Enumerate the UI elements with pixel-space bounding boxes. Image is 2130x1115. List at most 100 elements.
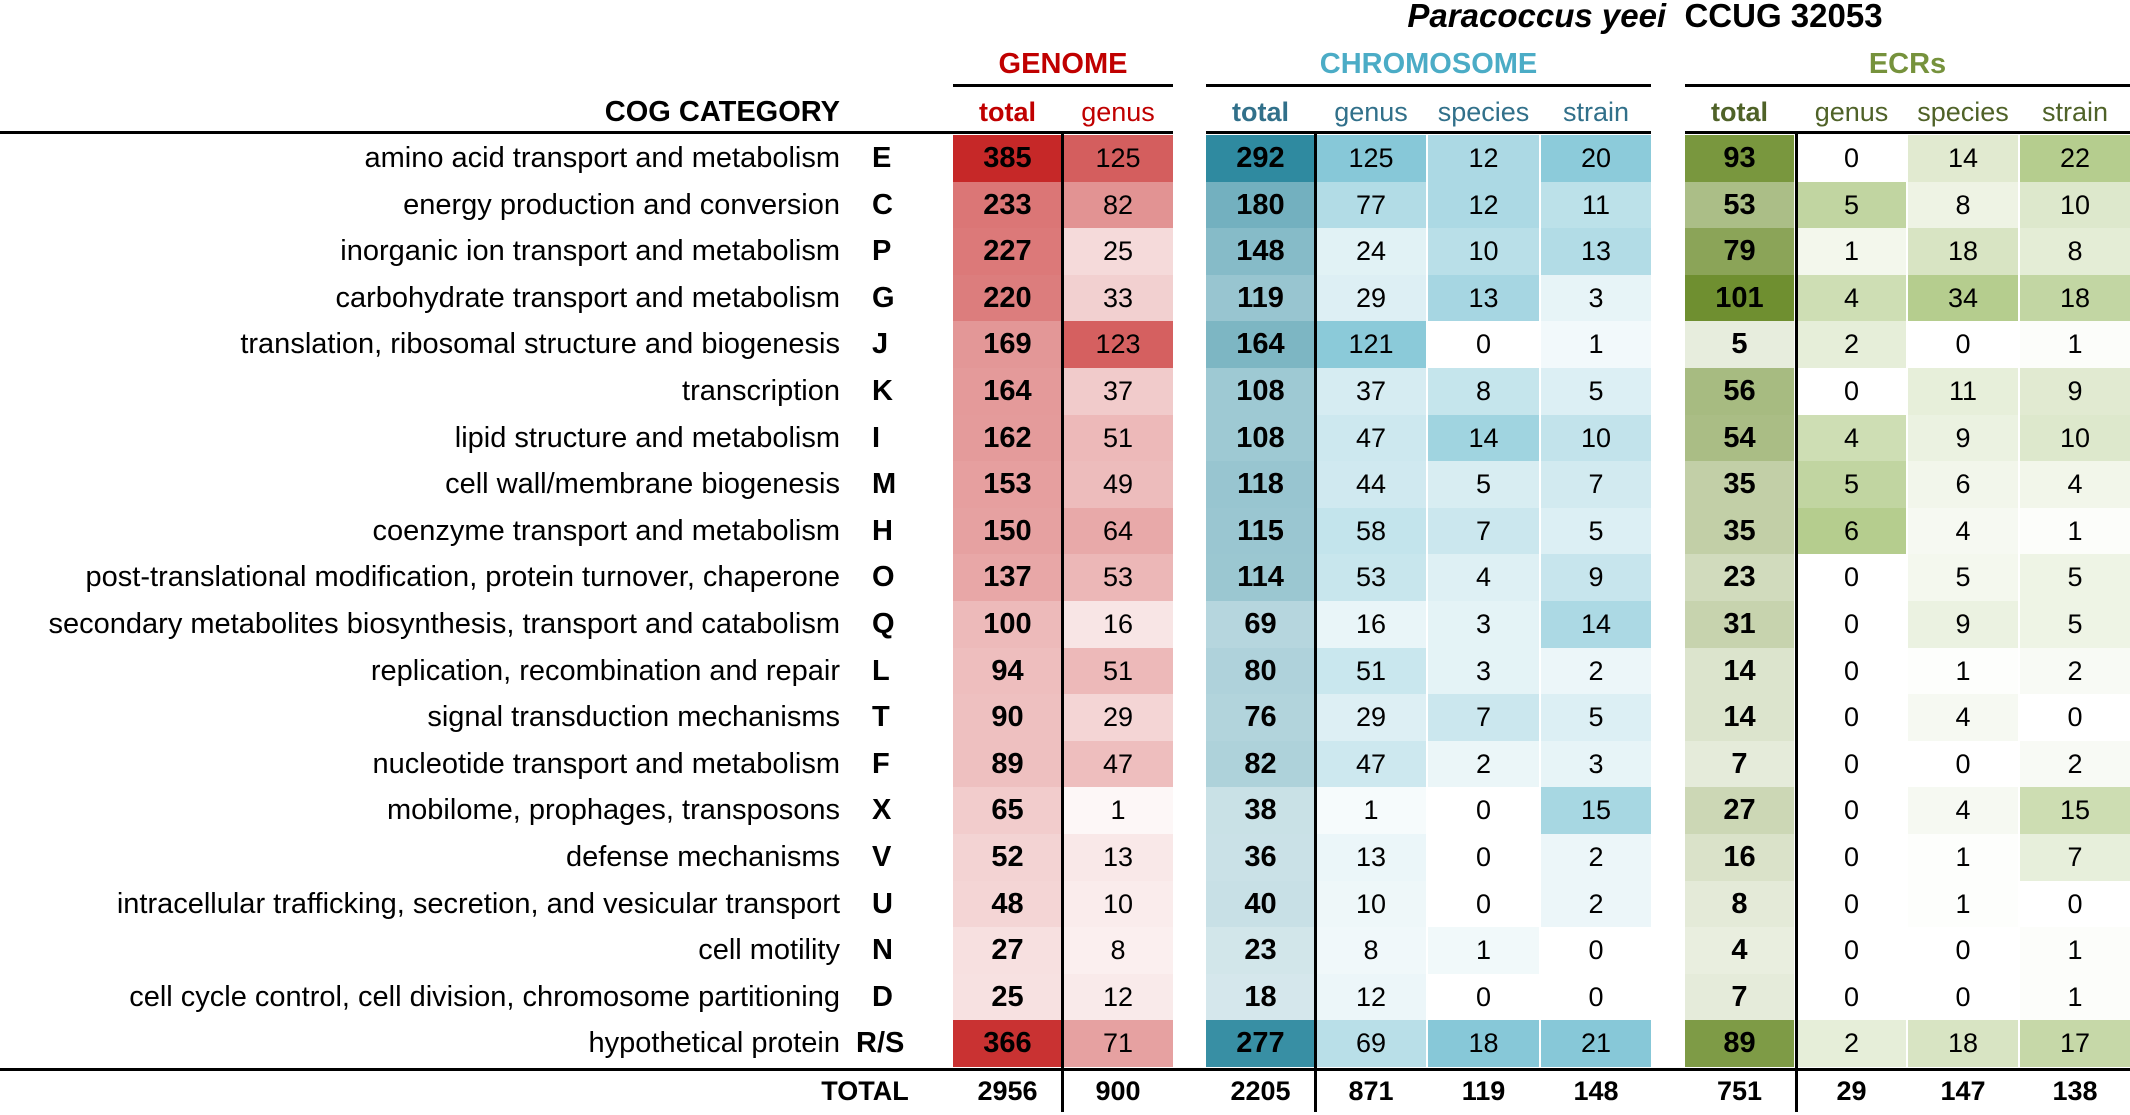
- table-cell: 47: [1316, 414, 1426, 462]
- table-cell: 1: [1908, 880, 2018, 928]
- row-label: mobilome, prophages, transposons: [387, 794, 840, 827]
- table-cell: 29: [1316, 274, 1426, 322]
- table-cell: 51: [1063, 414, 1173, 462]
- table-cell: 0: [1797, 554, 1906, 601]
- table-cell: 1: [2020, 973, 2130, 1021]
- table-cell: 125: [1316, 135, 1426, 182]
- total-value: 138: [2052, 1076, 2098, 1106]
- table-cell: 119: [1206, 274, 1315, 322]
- table-cell: 7: [1685, 973, 1794, 1021]
- table-cell: 5: [1685, 321, 1794, 368]
- table-cell: 5: [2020, 601, 2130, 648]
- table-cell: 5: [1541, 694, 1651, 741]
- table-cell: 77: [1316, 181, 1426, 229]
- table-cell: 3: [1428, 647, 1539, 695]
- table-cell: 114: [1206, 554, 1315, 601]
- table-cell: 53: [1685, 181, 1794, 229]
- table-cell: 4: [1428, 554, 1539, 601]
- row-code: V: [872, 841, 892, 873]
- total-label: TOTAL: [821, 1076, 909, 1106]
- table-cell: 0: [1908, 973, 2018, 1021]
- table-cell: 40: [1206, 880, 1315, 928]
- group-header-ecrs: ECRs: [1868, 48, 1947, 80]
- table-cell: 9: [2020, 368, 2130, 415]
- table-cell: 37: [1063, 368, 1173, 415]
- table-cell: 220: [953, 274, 1062, 322]
- total-value: 2205: [1230, 1076, 1291, 1106]
- table-cell: 15: [1541, 787, 1651, 834]
- table-cell: 227: [953, 228, 1062, 275]
- table-cell: 7: [1685, 740, 1794, 788]
- table-cell: 27: [1685, 787, 1794, 834]
- table-top-rule: [0, 131, 953, 134]
- table-cell: 35: [1685, 461, 1794, 508]
- table-cell: 1: [1908, 834, 2018, 881]
- table-cell: 29: [1316, 694, 1426, 741]
- table-cell: 16: [1316, 601, 1426, 648]
- table-cell: 14: [1541, 601, 1651, 648]
- table-cell: 137: [953, 554, 1062, 601]
- row-label: amino acid transport and metabolism: [364, 142, 840, 174]
- row-code: G: [872, 281, 895, 314]
- table-cell: 2: [1541, 834, 1651, 881]
- table-cell: 108: [1206, 368, 1315, 415]
- table-cell: 0: [2020, 694, 2130, 741]
- row-label: post-translational modification, protein…: [85, 561, 840, 594]
- table-cell: 0: [1541, 973, 1651, 1021]
- total-column-divider: [1314, 134, 1317, 1112]
- table-cell: 4: [1908, 787, 2018, 834]
- table-cell: 53: [1063, 554, 1173, 601]
- row-code: U: [872, 887, 893, 920]
- row-label: inorganic ion transport and metabolism: [340, 235, 840, 268]
- column-header-chromosome-genus: genus: [1334, 97, 1408, 127]
- table-cell: 71: [1063, 1020, 1173, 1067]
- table-cell: 0: [1797, 368, 1906, 415]
- table-cell: 2: [2020, 647, 2130, 695]
- table-cell: 8: [1908, 181, 2018, 229]
- table-cell: 12: [1316, 973, 1426, 1021]
- table-cell: 54: [1685, 414, 1794, 462]
- table-cell: 153: [953, 461, 1062, 508]
- row-label: cell cycle control, cell division, chrom…: [129, 980, 840, 1013]
- table-cell: 5: [1797, 181, 1906, 229]
- table-cell: 0: [1797, 694, 1906, 741]
- table-cell: 44: [1316, 461, 1426, 508]
- table-cell: 80: [1206, 647, 1315, 695]
- row-code: T: [872, 701, 890, 734]
- row-label: nucleotide transport and metabolism: [372, 747, 840, 780]
- table-cell: 3: [1541, 740, 1651, 788]
- row-label: cell wall/membrane biogenesis: [445, 468, 840, 501]
- total-value: 900: [1095, 1076, 1141, 1106]
- row-code: I: [872, 421, 881, 454]
- table-cell: 5: [1797, 461, 1906, 508]
- table-cell: 14: [1908, 135, 2018, 182]
- table-cell: 0: [2020, 880, 2130, 928]
- table-cell: 108: [1206, 414, 1315, 462]
- column-header-ecrs-species: species: [1917, 97, 2009, 127]
- table-cell: 20: [1541, 135, 1651, 182]
- column-header-genome-genus: genus: [1081, 97, 1155, 127]
- column-header-ecrs-strain: strain: [2041, 97, 2109, 127]
- table-cell: 5: [1541, 368, 1651, 415]
- group-underline: [1685, 84, 2130, 87]
- table-cell: 58: [1316, 507, 1426, 555]
- row-code: O: [872, 561, 895, 594]
- table-cell: 16: [1063, 601, 1173, 648]
- table-cell: 121: [1316, 321, 1426, 368]
- column-header-ecrs-genus: genus: [1814, 97, 1889, 127]
- table-cell: 25: [1063, 228, 1173, 275]
- table-cell: 3: [1428, 601, 1539, 648]
- row-label: secondary metabolites biosynthesis, tran…: [48, 608, 840, 640]
- table-cell: 118: [1206, 461, 1315, 508]
- table-cell: 180: [1206, 181, 1315, 229]
- table-cell: 4: [1908, 694, 2018, 741]
- table-cell: 4: [2020, 461, 2130, 508]
- table-cell: 9: [1908, 414, 2018, 462]
- table-cell: 6: [1797, 507, 1906, 555]
- table-cell: 125: [1063, 135, 1173, 182]
- total-value: 148: [1573, 1076, 1619, 1106]
- row-label: defense mechanisms: [565, 841, 840, 873]
- total-value: 871: [1348, 1076, 1394, 1106]
- cog-category-header: COG CATEGORY: [604, 96, 840, 128]
